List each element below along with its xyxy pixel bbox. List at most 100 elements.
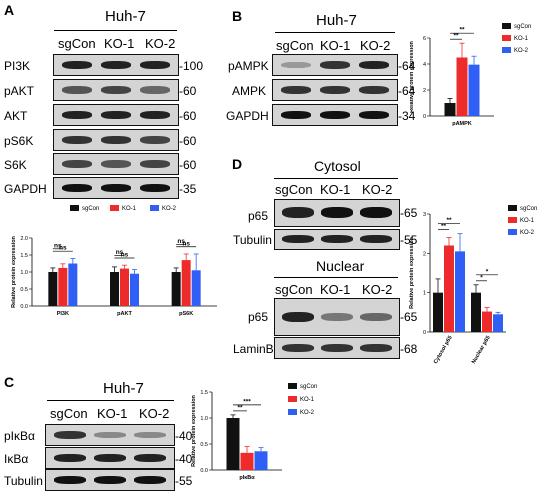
panel-b-letter: B bbox=[232, 8, 243, 24]
panel-b-lane-2: KO-1 bbox=[320, 38, 351, 53]
chart-c-legend-swatch bbox=[288, 383, 297, 389]
chart-a-category-label: pS6K bbox=[179, 311, 193, 317]
blot-akt bbox=[53, 104, 179, 126]
chart-d-legend-swatch bbox=[508, 229, 517, 235]
panel-c-cell-line: Huh-7 bbox=[103, 380, 144, 397]
chart-d-sig-label: * bbox=[480, 274, 483, 281]
panel-c-lane-2: KO-1 bbox=[97, 406, 128, 421]
panel-a-lane-1: sgCon bbox=[58, 36, 96, 51]
blot-pakt bbox=[53, 79, 179, 101]
chart-a-sig-label: ns bbox=[182, 240, 190, 247]
chart-b: 0 2 4 6 Relative protein expression pAMPK ****… bbox=[410, 23, 531, 127]
panel-b-cell-line: Huh-7 bbox=[316, 12, 357, 29]
panel-c-header-line bbox=[47, 400, 174, 401]
blot-tubulin-c bbox=[45, 469, 175, 491]
blot-label-tubulin-d: Tubulin bbox=[233, 233, 272, 247]
chart-b-legend-label: sgCon bbox=[514, 24, 531, 30]
chart-b-bar bbox=[456, 57, 468, 116]
blot-pikba bbox=[45, 424, 175, 446]
blot-ps6k bbox=[53, 129, 179, 151]
mw-pampk: -64 bbox=[398, 59, 416, 73]
blot-label-pakt: pAKT bbox=[4, 84, 35, 98]
panel-d-nuc-lane-2: KO-1 bbox=[320, 282, 351, 297]
blot-ikba bbox=[45, 447, 175, 469]
chart-a-bar bbox=[181, 260, 191, 306]
chart-c-ytick-label: 1.0 bbox=[200, 416, 208, 422]
chart-d-legend-swatch bbox=[508, 217, 517, 223]
blot-label-pi3k: PI3K bbox=[4, 59, 31, 73]
chart-d-bar bbox=[444, 245, 454, 332]
chart-d-bar bbox=[471, 292, 481, 332]
blot-label-pikba: pIκBα bbox=[4, 429, 35, 443]
chart-c-category-label: pIκBα bbox=[239, 475, 255, 481]
chart-a-bar bbox=[130, 273, 139, 306]
blot-label-ampk: AMPK bbox=[232, 84, 267, 98]
mw-laminb: -68 bbox=[400, 342, 418, 356]
blot-label-p65-nuc: p65 bbox=[248, 310, 269, 324]
chart-a-legend-label: KO-1 bbox=[122, 206, 137, 212]
chart-a-legend-swatch bbox=[110, 205, 119, 211]
panel-d-nuc-lane-3: KO-2 bbox=[362, 282, 393, 297]
chart-a-ytick-label: 1.5 bbox=[20, 253, 28, 259]
chart-a-sig-label: ns bbox=[177, 238, 185, 245]
chart-d: 0 1 2 3 Relative protein expression Cytosol p… bbox=[409, 205, 537, 365]
chart-c-ytick-label: 0.5 bbox=[200, 442, 208, 448]
chart-a-ytick-label: 0.0 bbox=[20, 304, 28, 310]
panel-a-lane-2: KO-1 bbox=[104, 36, 135, 51]
chart-c-legend-swatch bbox=[288, 409, 297, 415]
chart-c-legend-swatch bbox=[288, 396, 297, 402]
panel-c-lane-3: KO-2 bbox=[139, 406, 170, 421]
mw-ikba: -40 bbox=[175, 452, 193, 466]
panel-d-cytosol-line bbox=[274, 178, 398, 179]
chart-c-bar bbox=[240, 452, 254, 470]
chart-a-legend-swatch bbox=[150, 205, 159, 211]
mw-tubulin-c: -55 bbox=[175, 474, 193, 488]
panel-a-letter: A bbox=[4, 2, 15, 18]
chart-a-ytick-label: 2.0 bbox=[20, 236, 28, 242]
chart-d-bar bbox=[455, 251, 465, 332]
chart-c-ylabel: Relative protein expression bbox=[191, 394, 197, 466]
chart-b-sig-label: ** bbox=[459, 27, 465, 34]
chart-a-bar bbox=[120, 268, 129, 306]
chart-c-ytick-label: 1.5 bbox=[200, 390, 208, 396]
blot-label-pampk: pAMPK bbox=[228, 59, 269, 73]
mw-p65-cyto: -65 bbox=[400, 206, 418, 220]
mw-pikba: -40 bbox=[175, 429, 193, 443]
chart-a-ytick-label: 0.5 bbox=[20, 287, 28, 293]
chart-d-ytick-label: 2 bbox=[423, 251, 426, 257]
chart-a-sig-label: ns bbox=[54, 242, 62, 249]
blot-s6k bbox=[53, 153, 179, 175]
panel-d-cyto-lane-2: KO-1 bbox=[320, 182, 351, 197]
chart-b-bar bbox=[444, 103, 456, 116]
chart-d-category-label: Cytosol p65 bbox=[433, 335, 454, 365]
chart-a-bar bbox=[191, 270, 201, 306]
chart-b-legend-label: KO-1 bbox=[514, 36, 529, 42]
panel-a-cell-line: Huh-7 bbox=[105, 8, 146, 25]
chart-a-bar bbox=[48, 272, 58, 306]
chart-a-category-label: pAKT bbox=[117, 311, 132, 317]
blot-label-ikba: IκBα bbox=[4, 452, 29, 466]
chart-d-legend-label: KO-1 bbox=[520, 218, 535, 224]
chart-d-category-label: Nuclear p65 bbox=[471, 335, 492, 365]
chart-a-bar bbox=[110, 272, 119, 306]
chart-a-bar bbox=[68, 263, 78, 306]
chart-c-bar bbox=[254, 451, 268, 470]
chart-b-ytick-label: 4 bbox=[423, 62, 426, 68]
panel-c-letter: C bbox=[4, 374, 15, 390]
blot-label-laminb: LaminB bbox=[233, 342, 274, 356]
chart-c-legend-label: KO-2 bbox=[300, 410, 315, 416]
chart-d-legend-swatch bbox=[508, 205, 517, 211]
chart-c-legend-label: sgCon bbox=[300, 384, 317, 390]
chart-a-bar bbox=[58, 267, 68, 306]
chart-d-sig-label: * bbox=[486, 268, 489, 275]
chart-d-ytick-label: 3 bbox=[423, 212, 426, 218]
chart-b-legend-label: KO-2 bbox=[514, 48, 529, 54]
chart-d-sig-label: ** bbox=[441, 223, 447, 230]
chart-d-bar bbox=[493, 314, 503, 332]
blot-label-ps6k: pS6K bbox=[4, 134, 34, 148]
blot-tubulin-d bbox=[274, 229, 400, 250]
chart-d-bar bbox=[482, 311, 492, 332]
blot-laminb bbox=[274, 337, 400, 359]
panel-d-nuclear-line bbox=[274, 277, 398, 278]
